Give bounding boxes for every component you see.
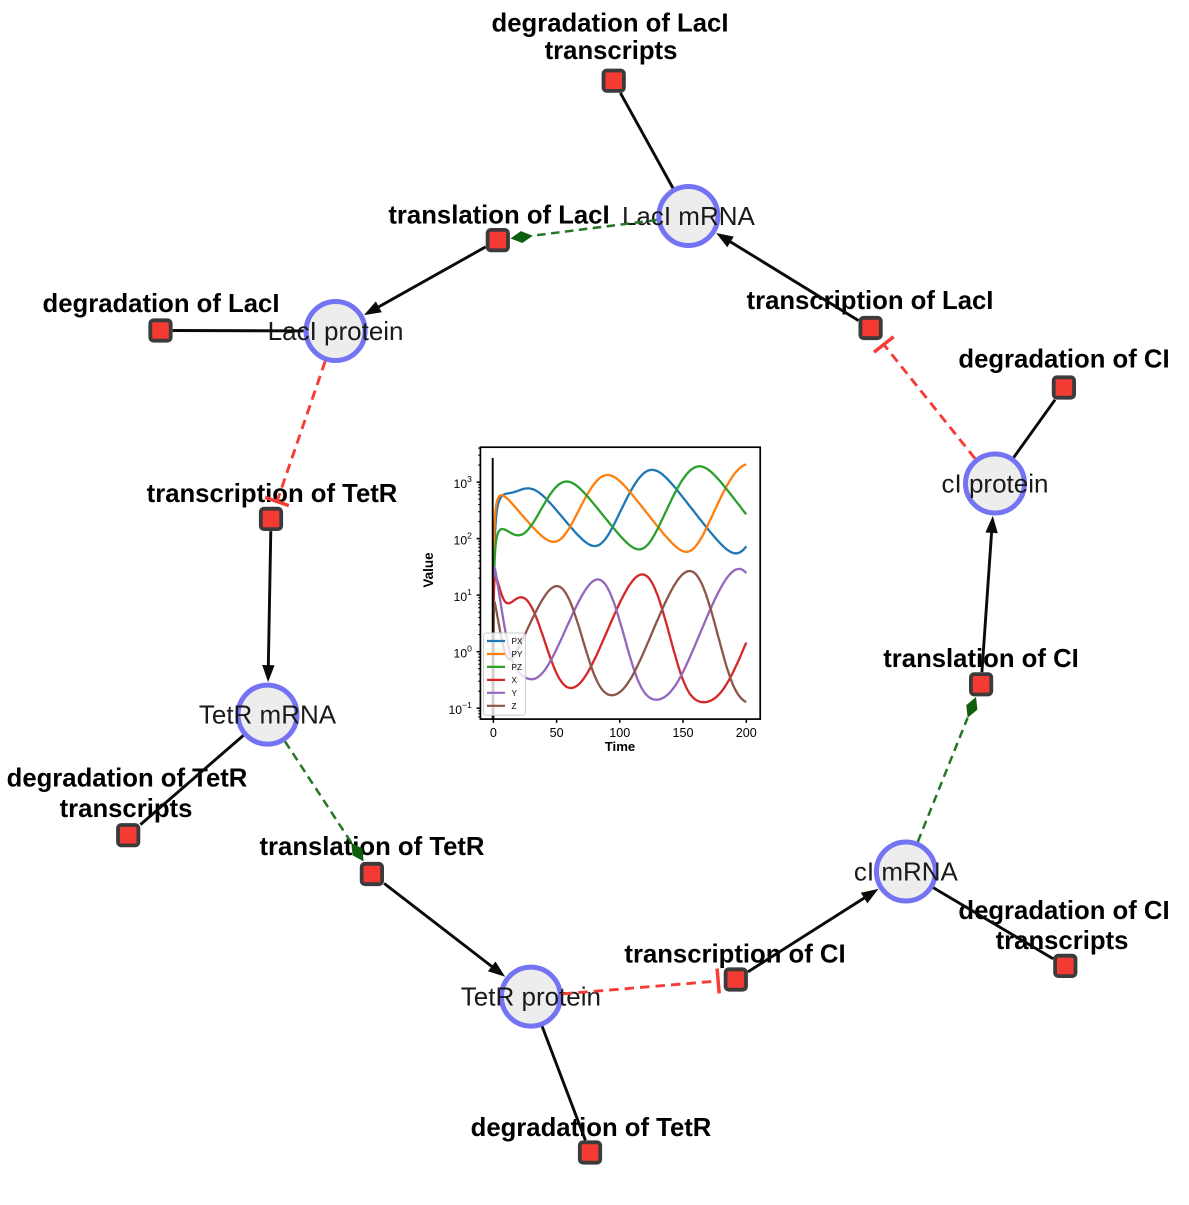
- svg-text:TetR mRNA: TetR mRNA: [199, 700, 337, 730]
- svg-text:50: 50: [550, 726, 564, 740]
- svg-text:cI mRNA: cI mRNA: [854, 857, 959, 887]
- svg-text:PX: PX: [512, 637, 523, 646]
- svg-text:Z: Z: [512, 702, 517, 711]
- svg-text:150: 150: [672, 726, 693, 740]
- svg-text:degradation of LacI: degradation of LacI: [492, 10, 729, 38]
- svg-text:degradation of LacI: degradation of LacI: [43, 290, 280, 318]
- svg-text:PZ: PZ: [512, 663, 522, 672]
- svg-text:transcripts: transcripts: [545, 37, 678, 65]
- svg-text:degradation of TetR: degradation of TetR: [471, 1114, 712, 1142]
- svg-text:PY: PY: [512, 650, 523, 659]
- svg-text:0: 0: [490, 726, 497, 740]
- svg-text:translation of TetR: translation of TetR: [259, 833, 484, 861]
- svg-text:transcription of CI: transcription of CI: [624, 940, 845, 968]
- svg-text:200: 200: [736, 726, 757, 740]
- svg-text:X: X: [512, 676, 518, 685]
- svg-text:transcription of TetR: transcription of TetR: [147, 480, 398, 508]
- svg-text:TetR protein: TetR protein: [461, 982, 601, 1012]
- svg-text:LacI mRNA: LacI mRNA: [622, 201, 756, 231]
- svg-text:translation of LacI: translation of LacI: [388, 202, 609, 230]
- svg-text:transcripts: transcripts: [996, 927, 1129, 955]
- svg-text:degradation of TetR: degradation of TetR: [7, 765, 248, 793]
- svg-text:Value: Value: [421, 552, 436, 588]
- svg-text:transcription of LacI: transcription of LacI: [747, 287, 994, 315]
- svg-text:degradation of CI: degradation of CI: [958, 345, 1169, 373]
- svg-text:transcripts: transcripts: [60, 795, 193, 823]
- svg-text:Y: Y: [512, 689, 518, 698]
- svg-text:cI protein: cI protein: [942, 469, 1049, 499]
- svg-text:Time: Time: [605, 739, 636, 754]
